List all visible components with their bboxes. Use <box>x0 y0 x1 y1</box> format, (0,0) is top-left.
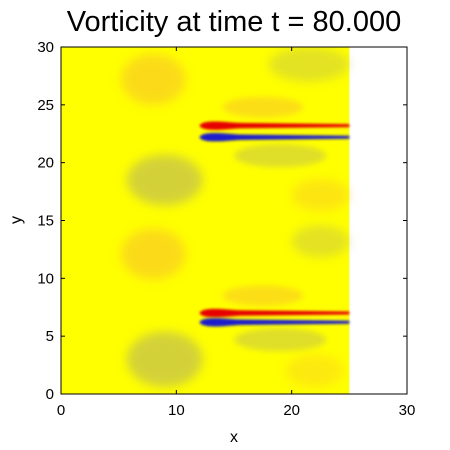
x-tick-label: 20 <box>283 402 300 419</box>
chart-title: Vorticity at time t = 80.000 <box>67 6 401 38</box>
x-tick-label: 10 <box>168 402 185 419</box>
negative-wisp-13 <box>234 144 327 168</box>
positive-blob-7 <box>285 354 344 388</box>
y-tick-label: 20 <box>37 155 54 172</box>
x-tick-label: 30 <box>399 402 416 419</box>
y-axis: 0 5 10 15 20 25 30 <box>37 39 407 403</box>
y-tick-label: 30 <box>37 39 54 56</box>
x-axis-label: x <box>230 429 238 446</box>
negative-wisp-15 <box>234 328 327 352</box>
positive-shear-10 <box>199 308 350 318</box>
positive-blob-5 <box>291 178 350 212</box>
y-axis-label: y <box>8 216 25 224</box>
y-tick-label: 5 <box>46 328 54 345</box>
negative-blob-6 <box>291 225 350 258</box>
y-tick-label: 0 <box>46 386 54 403</box>
vorticity-field <box>61 47 350 394</box>
negative-blob-4 <box>268 47 350 82</box>
positive-wisp-14 <box>222 285 304 307</box>
plot-area <box>61 47 407 394</box>
positive-blob-1 <box>120 53 186 105</box>
negative-shear-11 <box>199 318 350 327</box>
positive-shear-8 <box>199 121 350 130</box>
negative-blob-2 <box>126 331 203 388</box>
positive-wisp-12 <box>222 96 304 118</box>
x-axis: 0 10 20 30 <box>57 47 416 419</box>
negative-blob-0 <box>126 154 203 206</box>
x-tick-label: 0 <box>57 402 65 419</box>
positive-blob-3 <box>120 228 186 280</box>
y-tick-label: 15 <box>37 213 54 230</box>
y-tick-label: 25 <box>37 97 54 114</box>
y-tick-label: 10 <box>37 270 54 287</box>
negative-shear-9 <box>199 133 350 142</box>
